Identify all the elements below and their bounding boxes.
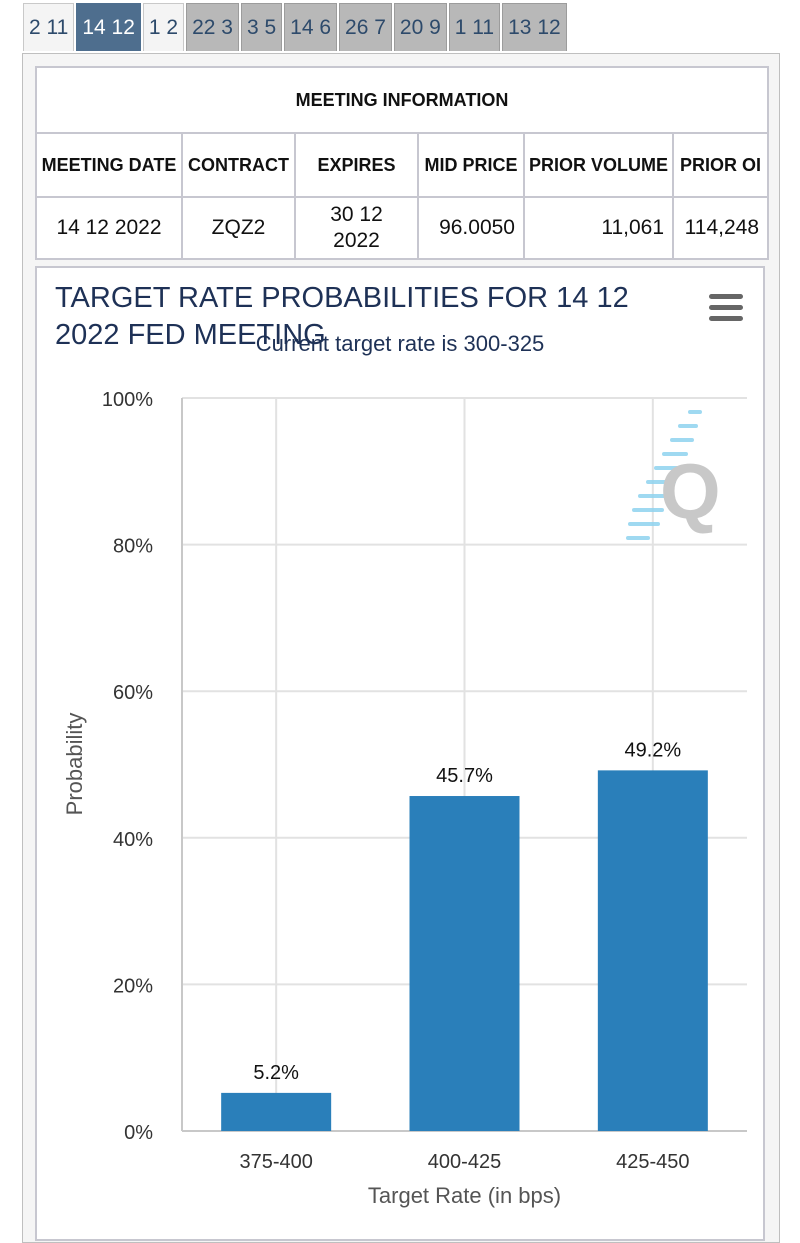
cell-prior-volume: 11,061 xyxy=(523,196,674,260)
y-tick-label: 40% xyxy=(113,829,153,851)
hamburger-menu-icon[interactable] xyxy=(709,294,743,322)
header-prior-oi: PRIOR OI xyxy=(672,132,769,198)
cell-expires: 30 12 2022 xyxy=(294,196,419,260)
chart-subtitle: Current target rate is 300-325 xyxy=(255,331,545,356)
cell-contract: ZQZ2 xyxy=(181,196,296,260)
tab-date-9[interactable]: 13 12 xyxy=(502,3,567,51)
y-axis-title: Probability xyxy=(62,713,87,816)
meeting-info-caption: MEETING INFORMATION xyxy=(35,66,769,134)
bar-400-425 xyxy=(409,796,520,1131)
tab-date-1[interactable]: 14 12 xyxy=(76,3,141,51)
header-mid-price: MID PRICE xyxy=(417,132,525,198)
tab-date-0[interactable]: 2 11 xyxy=(23,3,75,51)
tab-date-7[interactable]: 20 9 xyxy=(393,3,447,51)
data-label: 5.2% xyxy=(253,1062,299,1084)
x-axis-title: Target Rate (in bps) xyxy=(368,1183,561,1208)
cell-prior-oi: 114,248 xyxy=(672,196,769,260)
header-meeting-date: MEETING DATE xyxy=(35,132,183,198)
tab-date-5[interactable]: 14 6 xyxy=(284,3,338,51)
data-label: 49.2% xyxy=(624,739,681,761)
data-label: 45.7% xyxy=(436,765,493,787)
tab-date-8[interactable]: 1 11 xyxy=(448,3,501,51)
chart-card xyxy=(35,266,765,1241)
bar-425-450 xyxy=(597,770,708,1131)
x-tick-label: 375-400 xyxy=(239,1151,312,1173)
y-tick-label: 60% xyxy=(113,682,153,704)
bar-375-400 xyxy=(221,1092,332,1131)
header-expires: EXPIRES xyxy=(294,132,419,198)
y-tick-label: 0% xyxy=(124,1122,153,1144)
header-contract: CONTRACT xyxy=(181,132,296,198)
watermark-letter: Q xyxy=(660,447,721,535)
x-tick-label: 425-450 xyxy=(616,1151,689,1173)
header-prior-volume: PRIOR VOLUME xyxy=(523,132,674,198)
q-logo-watermark: Q xyxy=(626,410,721,540)
tab-date-3[interactable]: 22 3 xyxy=(186,3,239,51)
y-tick-label: 100% xyxy=(102,389,153,411)
chart-title: TARGET RATE PROBABILITIES FOR 14 12 2022… xyxy=(55,282,629,351)
meeting-info-table: MEETING INFORMATION MEETING DATE CONTRAC… xyxy=(35,66,769,260)
y-tick-label: 80% xyxy=(113,536,153,558)
cell-mid-price: 96.0050 xyxy=(417,196,525,260)
cell-meeting-date: 14 12 2022 xyxy=(35,196,183,260)
tab-date-4[interactable]: 3 5 xyxy=(240,3,283,51)
tab-date-2[interactable]: 1 2 xyxy=(142,3,185,51)
tab-date-6[interactable]: 26 7 xyxy=(339,3,392,51)
x-tick-label: 400-425 xyxy=(428,1151,501,1173)
y-tick-label: 20% xyxy=(113,975,153,997)
